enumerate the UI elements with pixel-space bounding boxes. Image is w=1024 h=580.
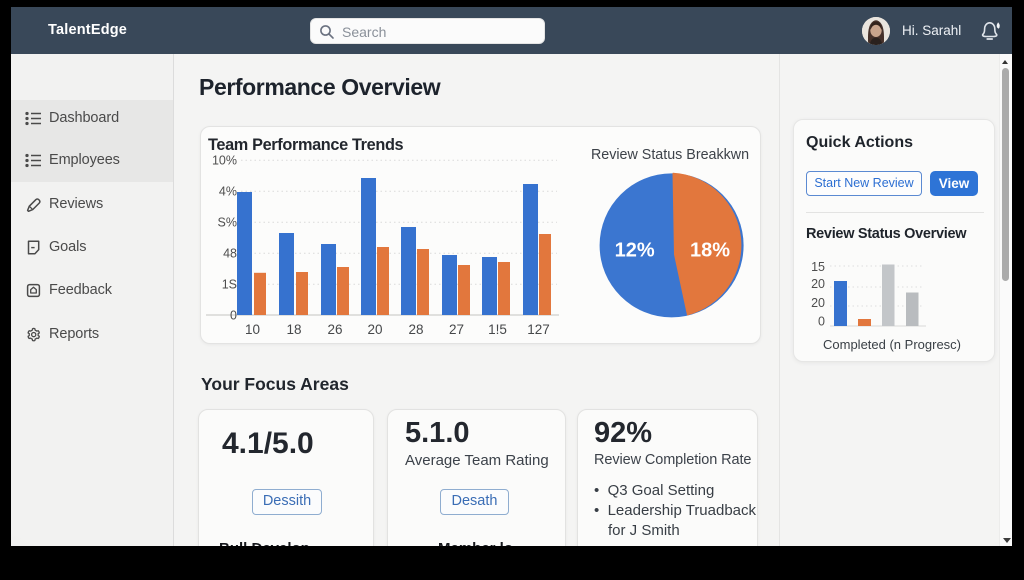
svg-text:15: 15 xyxy=(811,260,825,274)
svg-text:26: 26 xyxy=(327,322,342,337)
svg-text:Review Status Breakkwn: Review Status Breakkwn xyxy=(591,147,749,163)
svg-text:18%: 18% xyxy=(690,240,730,262)
svg-text:20: 20 xyxy=(811,277,825,291)
svg-text:10: 10 xyxy=(245,322,260,337)
svg-text:18: 18 xyxy=(286,322,301,337)
svg-text:48: 48 xyxy=(223,247,237,261)
svg-text:0: 0 xyxy=(230,309,237,323)
svg-text:27: 27 xyxy=(449,322,464,337)
svg-text:1!5: 1!5 xyxy=(488,322,507,337)
svg-text:0: 0 xyxy=(818,315,825,329)
svg-text:12%: 12% xyxy=(615,240,655,262)
svg-text:10%: 10% xyxy=(212,154,237,168)
svg-text:20: 20 xyxy=(811,296,825,310)
svg-text:20: 20 xyxy=(367,322,382,337)
svg-text:4%: 4% xyxy=(219,185,237,199)
svg-text:28: 28 xyxy=(408,322,423,337)
svg-text:127: 127 xyxy=(527,322,550,337)
svg-text:1S: 1S xyxy=(222,278,237,292)
svg-text:S%: S% xyxy=(218,216,237,230)
